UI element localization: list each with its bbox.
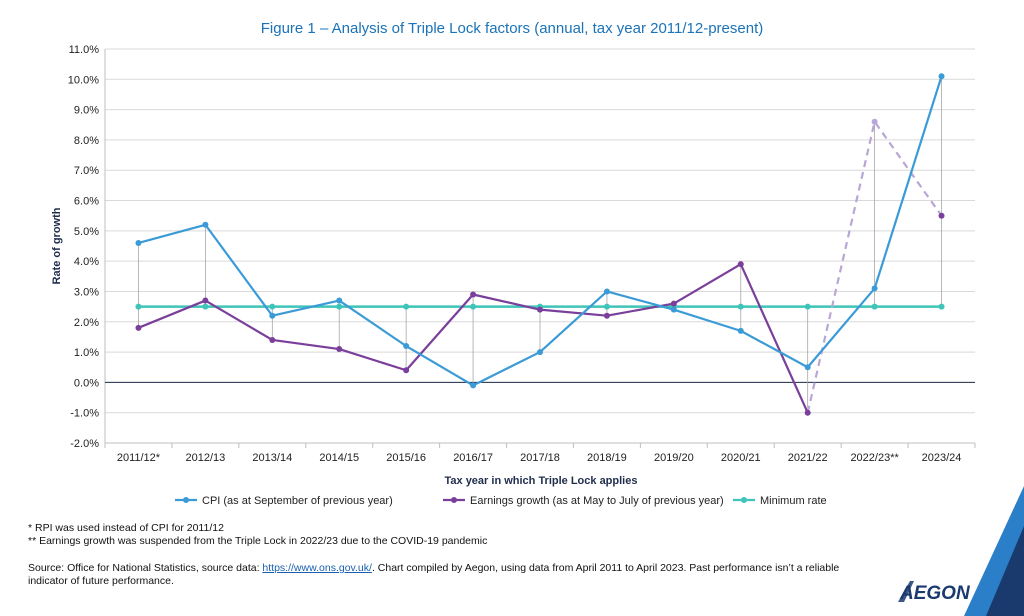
legend-label: CPI (as at September of previous year) (202, 495, 393, 507)
legend-label: Minimum rate (760, 495, 827, 507)
logo-text: AEGON (899, 583, 970, 604)
y-tick-label: 6.0% (74, 196, 99, 208)
x-tick-label: 2019/20 (654, 452, 694, 464)
data-point (470, 303, 477, 310)
legend-label: Earnings growth (as at May to July of pr… (470, 495, 724, 507)
x-tick-label: 2023/24 (922, 452, 962, 464)
data-point (202, 221, 209, 228)
data-point (603, 312, 610, 319)
y-tick-label: 5.0% (74, 226, 99, 238)
data-point (804, 409, 811, 416)
x-tick-label: 2021/22 (788, 452, 828, 464)
data-point (202, 297, 209, 304)
data-point (403, 367, 410, 374)
y-tick-label: 4.0% (74, 256, 99, 268)
data-point (336, 346, 343, 353)
data-point (135, 303, 142, 310)
x-tick-label: 2015/16 (386, 452, 426, 464)
data-point (135, 324, 142, 331)
y-tick-label: 8.0% (74, 135, 99, 147)
y-tick-label: -2.0% (70, 438, 99, 450)
series-0 (135, 73, 945, 389)
data-point (269, 303, 276, 310)
data-point (336, 303, 343, 310)
y-tick-label: 11.0% (69, 44, 100, 56)
x-tick-label: 2011/12* (117, 452, 161, 464)
footnote-earnings: ** Earnings growth was suspended from th… (28, 535, 488, 547)
y-tick-label: 7.0% (74, 165, 99, 177)
legend-swatch-point (183, 497, 189, 503)
x-axis-ticks: 2011/12* 2012/13 2013/14 2014/15 2015/16 2016… (104, 443, 976, 464)
data-point (269, 312, 276, 319)
x-tick-label: 2013/14 (252, 452, 292, 464)
data-point (670, 300, 677, 307)
legend-entry: CPI (as at September of previous year) (175, 495, 393, 507)
x-tick-label: 2018/19 (587, 452, 627, 464)
data-point (737, 327, 744, 334)
data-point (537, 306, 543, 313)
data-point (470, 382, 477, 389)
y-tick-label: 10.0% (68, 74, 99, 86)
data-point (804, 303, 811, 310)
series-1 (135, 118, 945, 416)
data-point (804, 364, 811, 371)
source-text-after: . Chart compiled by Aegon, using data fr… (28, 562, 840, 587)
y-axis-ticks: -2.0% -1.0% 0.0% 1.0% 2.0% 3.0% 4.0% 5.0% 6.0% 7.… (68, 44, 99, 450)
grid-lines (104, 48, 975, 444)
x-tick-label: 2020/21 (721, 452, 761, 464)
data-point (871, 118, 878, 125)
data-point (938, 73, 945, 80)
source-link[interactable]: https://www.ons.gov.uk/ (262, 562, 372, 574)
data-point (670, 306, 677, 313)
data-point (871, 285, 878, 292)
x-tick-label: 2017/18 (520, 452, 560, 464)
x-tick-label: 2012/13 (186, 452, 226, 464)
data-point (336, 297, 343, 304)
legend-entry: Minimum rate (733, 495, 827, 507)
data-point (403, 303, 410, 310)
y-tick-label: 0.0% (74, 377, 99, 389)
x-tick-label: 2014/15 (319, 452, 359, 464)
y-axis-label: Rate of growth (51, 207, 63, 284)
y-tick-label: 9.0% (74, 105, 99, 117)
y-tick-label: 2.0% (74, 317, 99, 329)
drop-lines (138, 76, 942, 413)
data-point (737, 303, 744, 310)
legend-swatch-point (741, 497, 747, 503)
legend-swatch-point (451, 497, 457, 503)
x-tick-label: 2016/17 (453, 452, 493, 464)
series-group (135, 73, 945, 416)
source-text-before: Source: Office for National Statistics, … (28, 562, 263, 574)
legend: CPI (as at September of previous year) Ea… (175, 495, 827, 507)
data-point (871, 303, 878, 310)
chart-title: Figure 1 – Analysis of Triple Lock facto… (261, 20, 764, 37)
chart: Figure 1 – Analysis of Triple Lock facto… (51, 20, 976, 507)
data-point (938, 303, 945, 310)
data-point (737, 261, 744, 268)
x-tick-label: 2022/23** (850, 452, 899, 464)
data-point (269, 336, 276, 343)
suspended-line (806, 119, 943, 413)
data-point (403, 343, 410, 350)
y-tick-label: 3.0% (74, 286, 99, 298)
source-note: Source: Office for National Statistics, … (28, 562, 868, 588)
y-tick-label: -1.0% (70, 408, 99, 420)
data-point (537, 349, 543, 356)
data-point (135, 239, 142, 246)
corner-decoration (964, 486, 1024, 616)
legend-entry: Earnings growth (as at May to July of pr… (443, 495, 724, 507)
aegon-logo: AEGON (898, 581, 970, 604)
x-axis-label: Tax year in which Triple Lock applies (445, 475, 638, 487)
footnotes: * RPI was used instead of CPI for 2011/1… (28, 522, 487, 548)
data-point (202, 303, 209, 310)
data-point (938, 212, 945, 219)
data-point (603, 303, 610, 310)
data-point (470, 291, 477, 298)
footnote-rpi: * RPI was used instead of CPI for 2011/1… (28, 522, 224, 534)
data-point (603, 288, 610, 295)
y-tick-label: 1.0% (74, 347, 99, 359)
